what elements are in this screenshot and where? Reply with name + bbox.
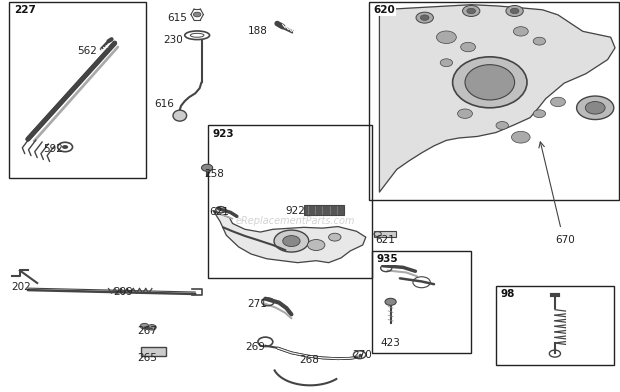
Text: 922: 922 [285, 206, 305, 216]
Circle shape [140, 323, 149, 329]
Bar [372, 251, 471, 353]
Circle shape [274, 230, 309, 252]
Text: 616: 616 [154, 99, 174, 109]
Circle shape [512, 131, 530, 143]
Text: 258: 258 [205, 169, 224, 180]
Text: 562: 562 [78, 46, 97, 56]
Circle shape [193, 12, 201, 17]
Circle shape [329, 233, 341, 241]
Text: 271: 271 [247, 299, 267, 309]
Circle shape [416, 12, 433, 23]
Text: 267: 267 [138, 326, 157, 336]
Text: 621: 621 [375, 235, 395, 245]
Circle shape [308, 240, 325, 250]
Circle shape [283, 236, 300, 247]
Bar [141, 347, 166, 356]
Bar [208, 125, 372, 278]
Bar [496, 286, 614, 365]
Text: 98: 98 [501, 289, 515, 299]
Circle shape [533, 110, 546, 118]
Bar [9, 2, 146, 178]
Circle shape [577, 96, 614, 120]
Circle shape [202, 164, 213, 171]
Text: 670: 670 [555, 235, 575, 245]
Ellipse shape [173, 110, 187, 121]
Polygon shape [379, 5, 615, 192]
Text: 923: 923 [213, 129, 234, 139]
Text: 592: 592 [43, 144, 63, 154]
Polygon shape [214, 212, 366, 263]
Text: 265: 265 [138, 352, 157, 363]
Circle shape [463, 5, 480, 16]
Circle shape [467, 8, 476, 14]
Circle shape [461, 42, 476, 52]
Text: 230: 230 [163, 35, 183, 45]
Circle shape [510, 8, 519, 14]
Text: 269: 269 [245, 342, 265, 352]
Circle shape [420, 15, 429, 20]
Bar [374, 231, 396, 237]
Circle shape [436, 31, 456, 44]
Circle shape [458, 109, 472, 118]
Text: 935: 935 [377, 254, 399, 264]
Circle shape [148, 325, 156, 330]
Circle shape [585, 102, 605, 114]
Circle shape [533, 37, 546, 45]
Text: 270: 270 [352, 350, 372, 360]
Circle shape [496, 122, 508, 129]
Ellipse shape [465, 65, 515, 100]
Text: 423: 423 [381, 338, 401, 348]
Circle shape [62, 145, 68, 149]
Circle shape [551, 97, 565, 107]
Ellipse shape [453, 57, 527, 108]
Circle shape [385, 298, 396, 305]
Text: 615: 615 [167, 13, 187, 23]
Text: 227: 227 [14, 5, 36, 15]
Text: 202: 202 [11, 282, 31, 292]
Text: 209: 209 [113, 287, 133, 297]
Text: 268: 268 [299, 355, 319, 365]
Circle shape [513, 27, 528, 36]
Circle shape [506, 5, 523, 16]
Text: 620: 620 [374, 5, 396, 15]
Bar [304, 205, 344, 215]
Text: eReplacementParts.com: eReplacementParts.com [236, 216, 355, 227]
Bar [369, 2, 619, 200]
Text: 188: 188 [248, 26, 268, 36]
Text: 621: 621 [210, 207, 229, 218]
Circle shape [440, 59, 453, 67]
